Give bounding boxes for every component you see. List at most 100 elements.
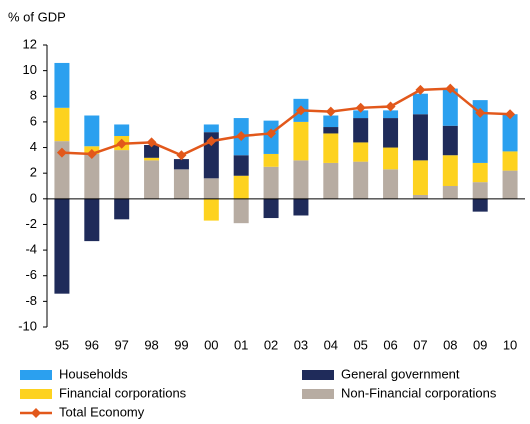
legend-label: Total Economy bbox=[59, 404, 145, 419]
line bbox=[61, 87, 511, 157]
x-tick-label: 09 bbox=[473, 337, 487, 352]
bar-segment bbox=[173, 169, 189, 199]
bar-segment bbox=[203, 124, 219, 133]
bar-segment bbox=[353, 161, 369, 199]
bar-segment bbox=[353, 118, 369, 143]
bar-segment bbox=[412, 194, 428, 199]
line-marker bbox=[325, 106, 336, 117]
bar-segment bbox=[144, 157, 160, 161]
bar-segment bbox=[442, 88, 458, 126]
x-tick-label: 02 bbox=[264, 337, 278, 352]
bar-segment bbox=[502, 151, 518, 171]
line-marker bbox=[86, 148, 97, 159]
bar-segment bbox=[144, 160, 160, 199]
bar-segment bbox=[233, 198, 249, 224]
bar-segment bbox=[502, 114, 518, 152]
legend-swatch bbox=[20, 370, 52, 380]
x-tick-label: 96 bbox=[85, 337, 99, 352]
y-tick-label: 10 bbox=[23, 62, 37, 77]
legend-label: General government bbox=[341, 366, 460, 381]
bar-segment bbox=[472, 198, 488, 212]
bar-segment bbox=[323, 162, 339, 199]
bar-segment bbox=[502, 170, 518, 199]
line-marker bbox=[385, 101, 396, 112]
legend-label: Financial corporations bbox=[59, 385, 187, 400]
y-tick-label: 4 bbox=[30, 139, 37, 154]
bar-segment bbox=[54, 198, 70, 294]
x-tick-label: 95 bbox=[55, 337, 69, 352]
line-marker bbox=[206, 136, 217, 147]
bar-segment bbox=[412, 114, 428, 161]
bar-segment bbox=[323, 115, 339, 128]
legend-swatch bbox=[302, 389, 334, 399]
bar-segment bbox=[114, 150, 130, 199]
x-tick-label: 98 bbox=[144, 337, 158, 352]
bar-segment bbox=[54, 107, 70, 142]
bar-segment bbox=[144, 144, 160, 158]
y-tick-label: 2 bbox=[30, 165, 37, 180]
x-tick-label: 05 bbox=[353, 337, 367, 352]
bar-segment bbox=[383, 118, 399, 148]
line-marker bbox=[295, 105, 306, 116]
bar-segment bbox=[263, 153, 279, 167]
bar-segment bbox=[203, 198, 219, 221]
x-tick-label: 03 bbox=[294, 337, 308, 352]
line-marker bbox=[266, 128, 277, 139]
y-tick-label: -4 bbox=[25, 242, 37, 257]
x-tick-label: 04 bbox=[324, 337, 338, 352]
x-tick-label: 06 bbox=[383, 337, 397, 352]
bar-segment bbox=[84, 115, 100, 147]
line-marker bbox=[116, 138, 127, 149]
y-tick-label: -6 bbox=[25, 267, 37, 282]
bar-segment bbox=[233, 155, 249, 176]
bar-segment bbox=[263, 198, 279, 219]
line-marker bbox=[146, 137, 157, 148]
x-tick-label: 00 bbox=[204, 337, 218, 352]
x-tick-label: 07 bbox=[413, 337, 427, 352]
y-tick-label: -10 bbox=[18, 318, 37, 333]
bar-segment bbox=[173, 159, 189, 170]
legend-swatch bbox=[302, 370, 334, 380]
bar-segment bbox=[84, 198, 100, 242]
line-marker bbox=[445, 83, 456, 94]
bar-segment bbox=[203, 178, 219, 199]
x-tick-label: 01 bbox=[234, 337, 248, 352]
bar-segment bbox=[233, 175, 249, 199]
x-tick-label: 97 bbox=[114, 337, 128, 352]
bar-segment bbox=[54, 141, 70, 199]
line-marker bbox=[415, 84, 426, 95]
legend-label: Non-Financial corporations bbox=[341, 385, 497, 400]
bar-segment bbox=[263, 166, 279, 199]
bar-segment bbox=[442, 186, 458, 199]
bar-segment bbox=[383, 147, 399, 170]
bar-segment bbox=[442, 125, 458, 156]
bar-segment bbox=[323, 127, 339, 134]
legend-swatch bbox=[20, 389, 52, 399]
y-axis-label: % of GDP bbox=[8, 9, 66, 24]
y-tick-label: 6 bbox=[30, 113, 37, 128]
y-tick-label: 8 bbox=[30, 88, 37, 103]
x-tick-label: 08 bbox=[443, 337, 457, 352]
bar-segment bbox=[293, 198, 309, 216]
bar-segment bbox=[412, 93, 428, 115]
bar-segment bbox=[412, 160, 428, 195]
x-tick-label: 99 bbox=[174, 337, 188, 352]
line-marker bbox=[505, 109, 516, 120]
bar-segment bbox=[442, 155, 458, 186]
bar-segment bbox=[323, 133, 339, 163]
bar-segment bbox=[472, 162, 488, 183]
line-marker bbox=[56, 147, 67, 158]
legend-marker bbox=[31, 408, 41, 418]
bar-segment bbox=[293, 160, 309, 199]
bar-segment bbox=[84, 153, 100, 199]
y-tick-label: 0 bbox=[30, 190, 37, 205]
bar-segment bbox=[353, 142, 369, 162]
legend-label: Households bbox=[59, 366, 128, 381]
y-tick-label: 12 bbox=[23, 36, 37, 51]
y-tick-label: -2 bbox=[25, 216, 37, 231]
line-marker bbox=[355, 102, 366, 113]
y-tick-label: -8 bbox=[25, 293, 37, 308]
line-marker bbox=[475, 107, 486, 118]
bar-segment bbox=[353, 110, 369, 119]
